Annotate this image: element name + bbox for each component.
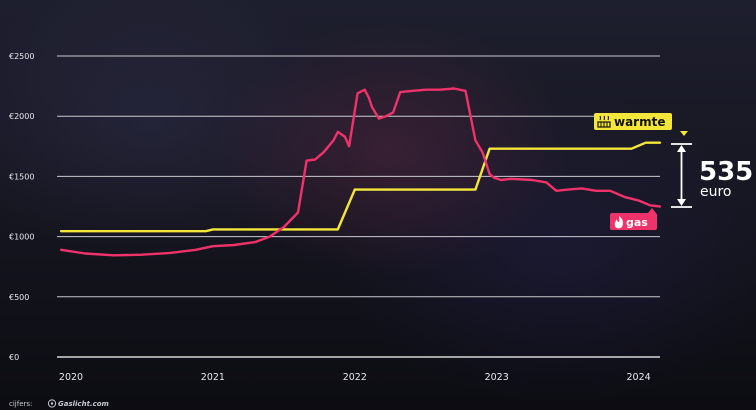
- x-tick-label: 2020: [59, 372, 83, 383]
- difference-unit: euro: [700, 184, 732, 200]
- difference-arrow-down: [677, 199, 686, 206]
- gaslicht-logo-icon: [47, 399, 57, 408]
- series-layer: [59, 87, 662, 257]
- source-brand: Gaslicht.com: [58, 400, 109, 408]
- y-tick-label: €1500: [9, 172, 34, 181]
- warmte-label: warmte: [614, 115, 665, 129]
- y-axis-labels: €0 €500 €1000 €1500 €2000 €2500: [9, 52, 34, 362]
- source-prefix: cijfers:: [9, 400, 32, 408]
- difference-value: 535: [699, 157, 753, 187]
- warmte-tag-pointer: [680, 131, 688, 136]
- flame-icon: [614, 216, 623, 229]
- difference-annotation: 535 euro: [671, 143, 753, 208]
- gas-tag-pointer: [648, 208, 656, 213]
- x-tick-label: 2023: [485, 372, 509, 383]
- x-tick-label: 2024: [627, 372, 651, 383]
- y-tick-label: €500: [9, 293, 29, 302]
- series-line-gas: [59, 87, 662, 257]
- radiator-heat-icon: [597, 115, 611, 128]
- x-axis-labels: 2020 2021 2022 2023 2024: [59, 372, 651, 383]
- y-tick-label: €2000: [9, 112, 34, 121]
- gas-label: gas: [626, 216, 648, 229]
- y-tick-label: €0: [9, 353, 19, 362]
- y-tick-label: €2500: [9, 52, 34, 61]
- warmte-tag-box: [594, 113, 672, 130]
- y-tick-label: €1000: [9, 233, 34, 242]
- gas-label-tag: gas: [610, 208, 657, 230]
- difference-arrow-up: [677, 145, 686, 152]
- source-credit: cijfers: Gaslicht.com: [9, 399, 109, 408]
- grid-layer: [57, 55, 660, 358]
- x-tick-label: 2022: [343, 372, 367, 383]
- series-line-warmte: [59, 141, 662, 233]
- warmte-label-tag: warmte: [594, 113, 688, 136]
- x-tick-label: 2021: [201, 372, 225, 383]
